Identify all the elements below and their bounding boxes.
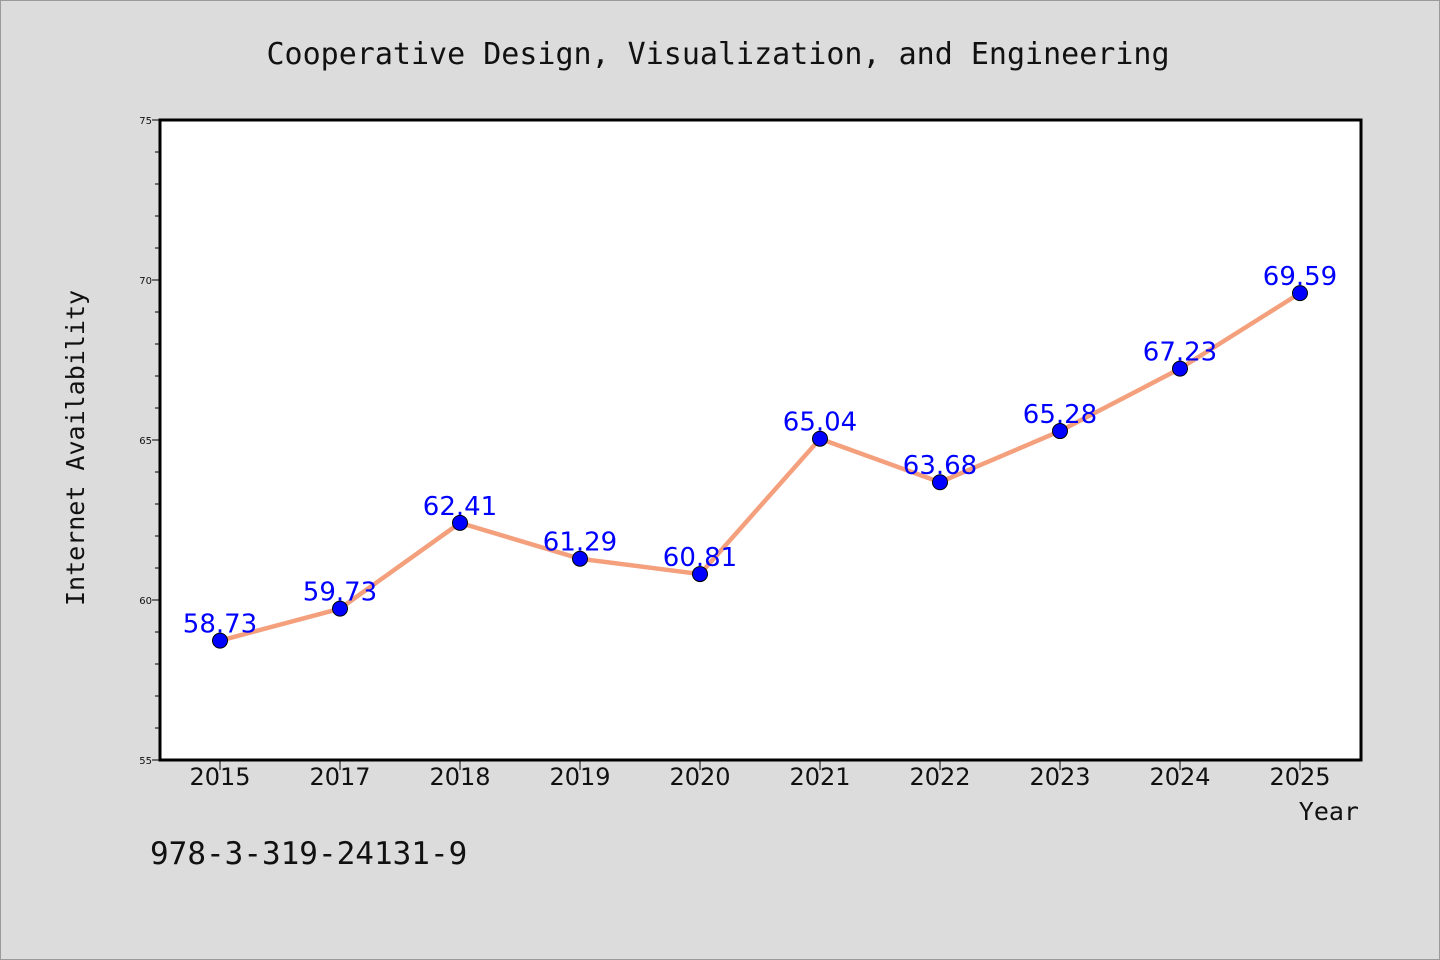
data-label: 59.73	[303, 578, 377, 608]
x-axis-label: Year	[1299, 797, 1359, 826]
y-tick-label: 75	[139, 116, 152, 127]
data-markers	[212, 285, 1308, 649]
x-tick-label: 2021	[789, 763, 850, 791]
data-label: 67.23	[1143, 338, 1217, 368]
y-axis-label: Internet Availability	[61, 290, 90, 606]
data-label: 62.41	[423, 492, 497, 522]
data-point	[572, 550, 588, 567]
data-label: 65.28	[1023, 400, 1097, 430]
x-tick-label: 2019	[549, 763, 610, 791]
y-tick-label: 55	[139, 756, 152, 767]
data-point	[1292, 285, 1308, 302]
y-tick-label: 65	[139, 436, 152, 447]
data-point	[212, 632, 228, 649]
data-label: 69.59	[1263, 262, 1337, 292]
isbn-annotation: 978-3-319-24131-9	[150, 836, 467, 872]
data-point	[1172, 360, 1188, 377]
x-tick-label: 2025	[1269, 763, 1330, 791]
data-label: 60.81	[663, 543, 737, 573]
y-axis-ticks: 55 60 65 70 75	[139, 116, 160, 767]
x-tick-label: 2020	[669, 763, 730, 791]
data-labels: 58.73 59.73 62.41 61.29 60.81 65.04 63.68 65.28…	[183, 262, 1337, 640]
data-label: 65.04	[783, 408, 857, 438]
data-point	[812, 430, 828, 447]
chart-title: Cooperative Design, Visualization, and E…	[266, 37, 1169, 72]
x-tick-label: 2018	[429, 763, 490, 791]
series-line	[219, 291, 1302, 643]
data-label: 61.29	[543, 528, 617, 558]
x-tick-label: 2023	[1029, 763, 1090, 791]
x-tick-label: 2024	[1149, 763, 1210, 791]
y-tick-label: 70	[139, 276, 152, 287]
x-axis-ticks: 2015 2017 2018 2019 2020 2021 2022 2023 2024 2025	[189, 760, 1331, 791]
data-label: 63.68	[903, 451, 977, 481]
data-point	[692, 566, 708, 583]
data-point	[1052, 423, 1068, 440]
x-tick-label: 2017	[309, 763, 370, 791]
data-point	[452, 514, 468, 531]
data-label: 58.73	[183, 610, 257, 640]
data-point	[932, 474, 948, 491]
x-tick-label: 2022	[909, 763, 970, 791]
data-point	[332, 600, 348, 617]
plot-area	[158, 118, 1363, 762]
y-tick-label: 60	[139, 596, 152, 607]
x-tick-label: 2015	[189, 763, 250, 791]
